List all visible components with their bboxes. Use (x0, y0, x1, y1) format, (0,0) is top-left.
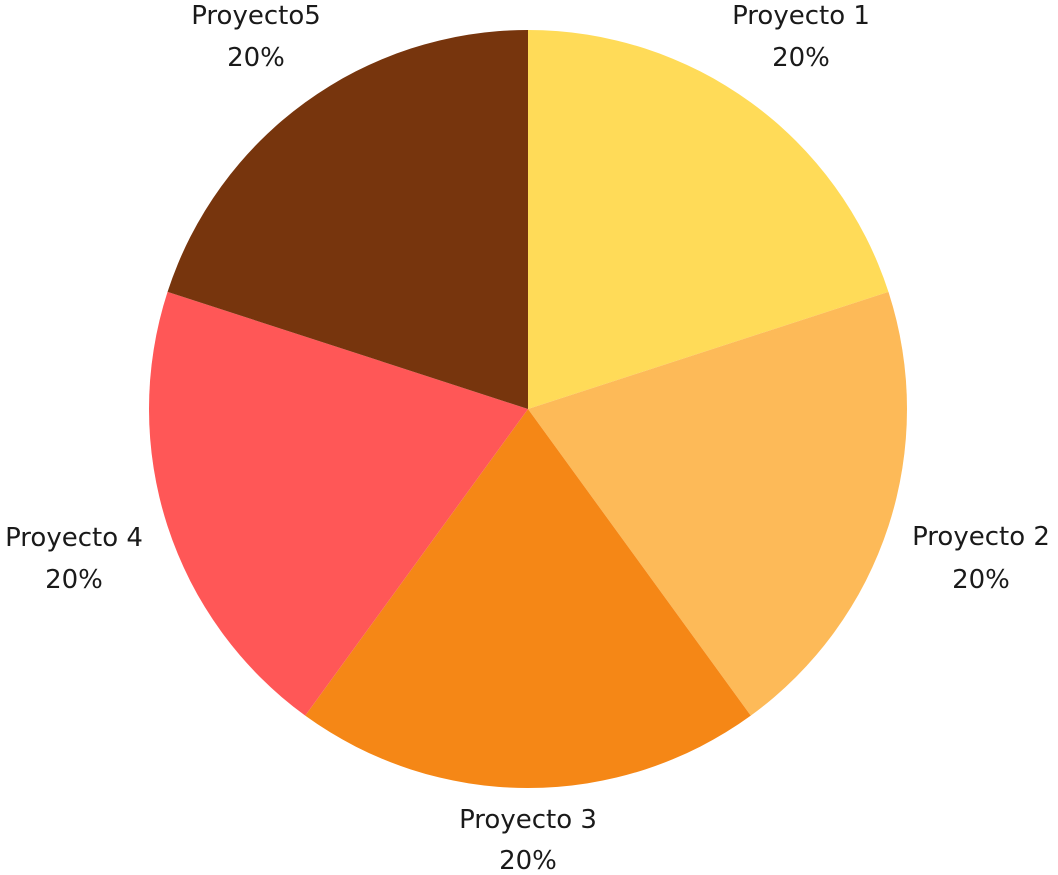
slice-name-label-2: Proyecto 2 (912, 522, 1050, 552)
pie-slice-2 (528, 291, 908, 716)
slice-name-label-4: Proyecto 4 (5, 523, 143, 553)
pie-slice-3 (305, 409, 751, 789)
slice-value-label-5: 20% (227, 43, 285, 73)
pie-slice-1 (528, 30, 889, 409)
slice-value-label-1: 20% (772, 43, 830, 73)
slice-name-label-3: Proyecto 3 (459, 805, 597, 835)
pie-labels: Proyecto 1 20% Proyecto 2 20% Proyecto 3 20% P… (5, 1, 1050, 875)
slice-name-label-1: Proyecto 1 (732, 1, 870, 31)
pie-slice-4 (148, 291, 528, 716)
pie-slices (148, 30, 908, 789)
slice-value-label-4: 20% (45, 565, 103, 595)
slice-value-label-3: 20% (499, 846, 557, 875)
slice-value-label-2: 20% (952, 565, 1010, 595)
slice-name-label-5: Proyecto5 (191, 1, 321, 31)
pie-slice-5 (167, 30, 529, 409)
